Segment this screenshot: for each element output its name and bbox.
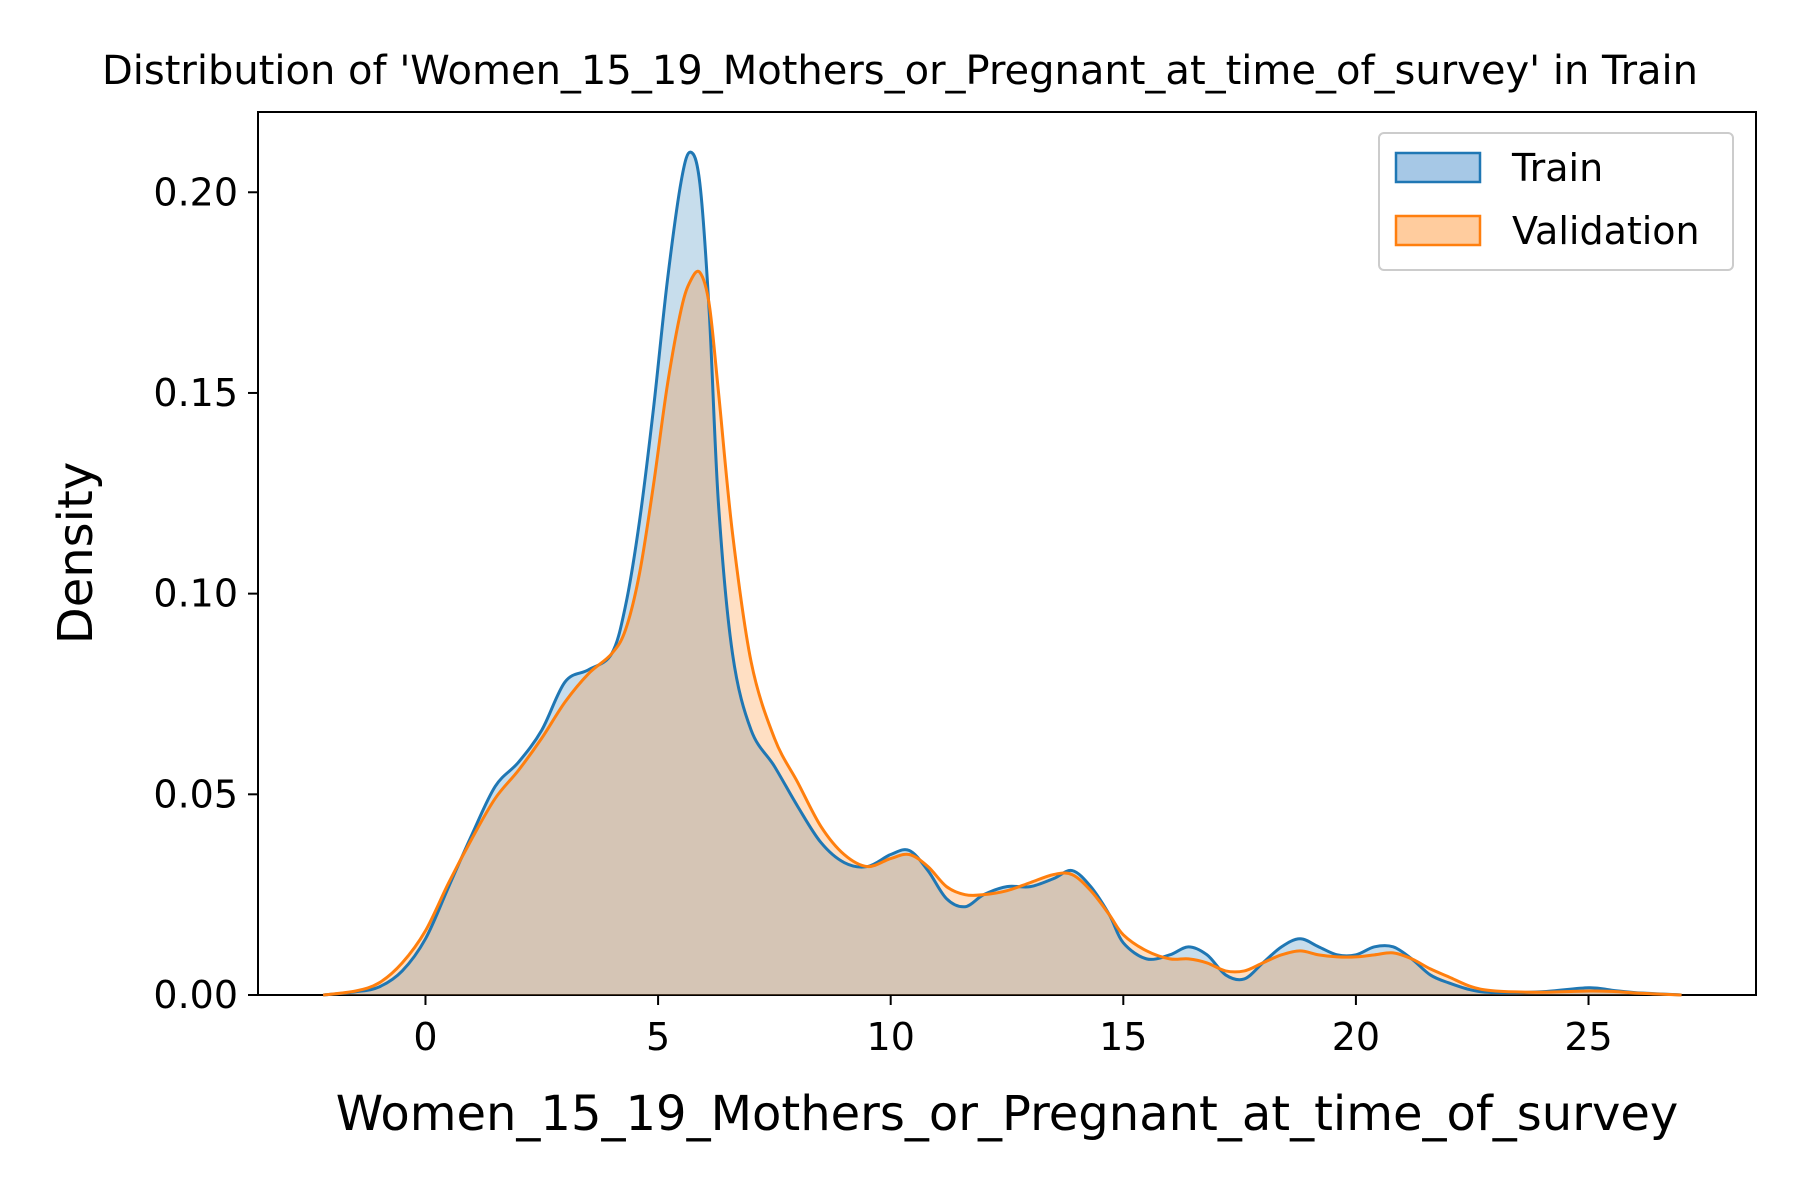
y-tick-label: 0.15	[153, 371, 238, 415]
series-area-validation	[323, 271, 1682, 995]
x-tick-label: 10	[867, 1015, 915, 1059]
legend-swatch-validation	[1394, 214, 1482, 247]
legend: Train Validation	[1378, 132, 1734, 271]
x-tick-label: 0	[413, 1015, 437, 1059]
y-axis: 0.00 0.05 0.10 0.15 0.20	[153, 170, 258, 1017]
x-tick-label: 15	[1099, 1015, 1147, 1059]
x-tick-label: 20	[1332, 1015, 1380, 1059]
x-axis: 0 5 10 15 20 25	[413, 995, 1613, 1059]
series-area-train	[323, 152, 1682, 995]
legend-swatch-train	[1394, 151, 1482, 184]
x-tick-label: 25	[1564, 1015, 1612, 1059]
y-tick-label: 0.00	[153, 973, 238, 1017]
x-axis-title: Women_15_19_Mothers_or_Pregnant_at_time_…	[336, 1086, 1679, 1142]
chart-title: Distribution of 'Women_15_19_Mothers_or_…	[102, 48, 1698, 94]
x-tick-label: 5	[646, 1015, 670, 1059]
series-layer	[322, 150, 1682, 997]
plot-frame	[257, 111, 1757, 996]
y-tick-label: 0.20	[153, 170, 238, 214]
y-tick-label: 0.05	[153, 772, 238, 816]
legend-label-validation: Validation	[1512, 209, 1700, 253]
legend-label-train: Train	[1511, 146, 1603, 190]
y-tick-label: 0.10	[153, 572, 238, 616]
series-line-validation	[322, 269, 1682, 997]
y-axis-title: Density	[48, 462, 104, 644]
